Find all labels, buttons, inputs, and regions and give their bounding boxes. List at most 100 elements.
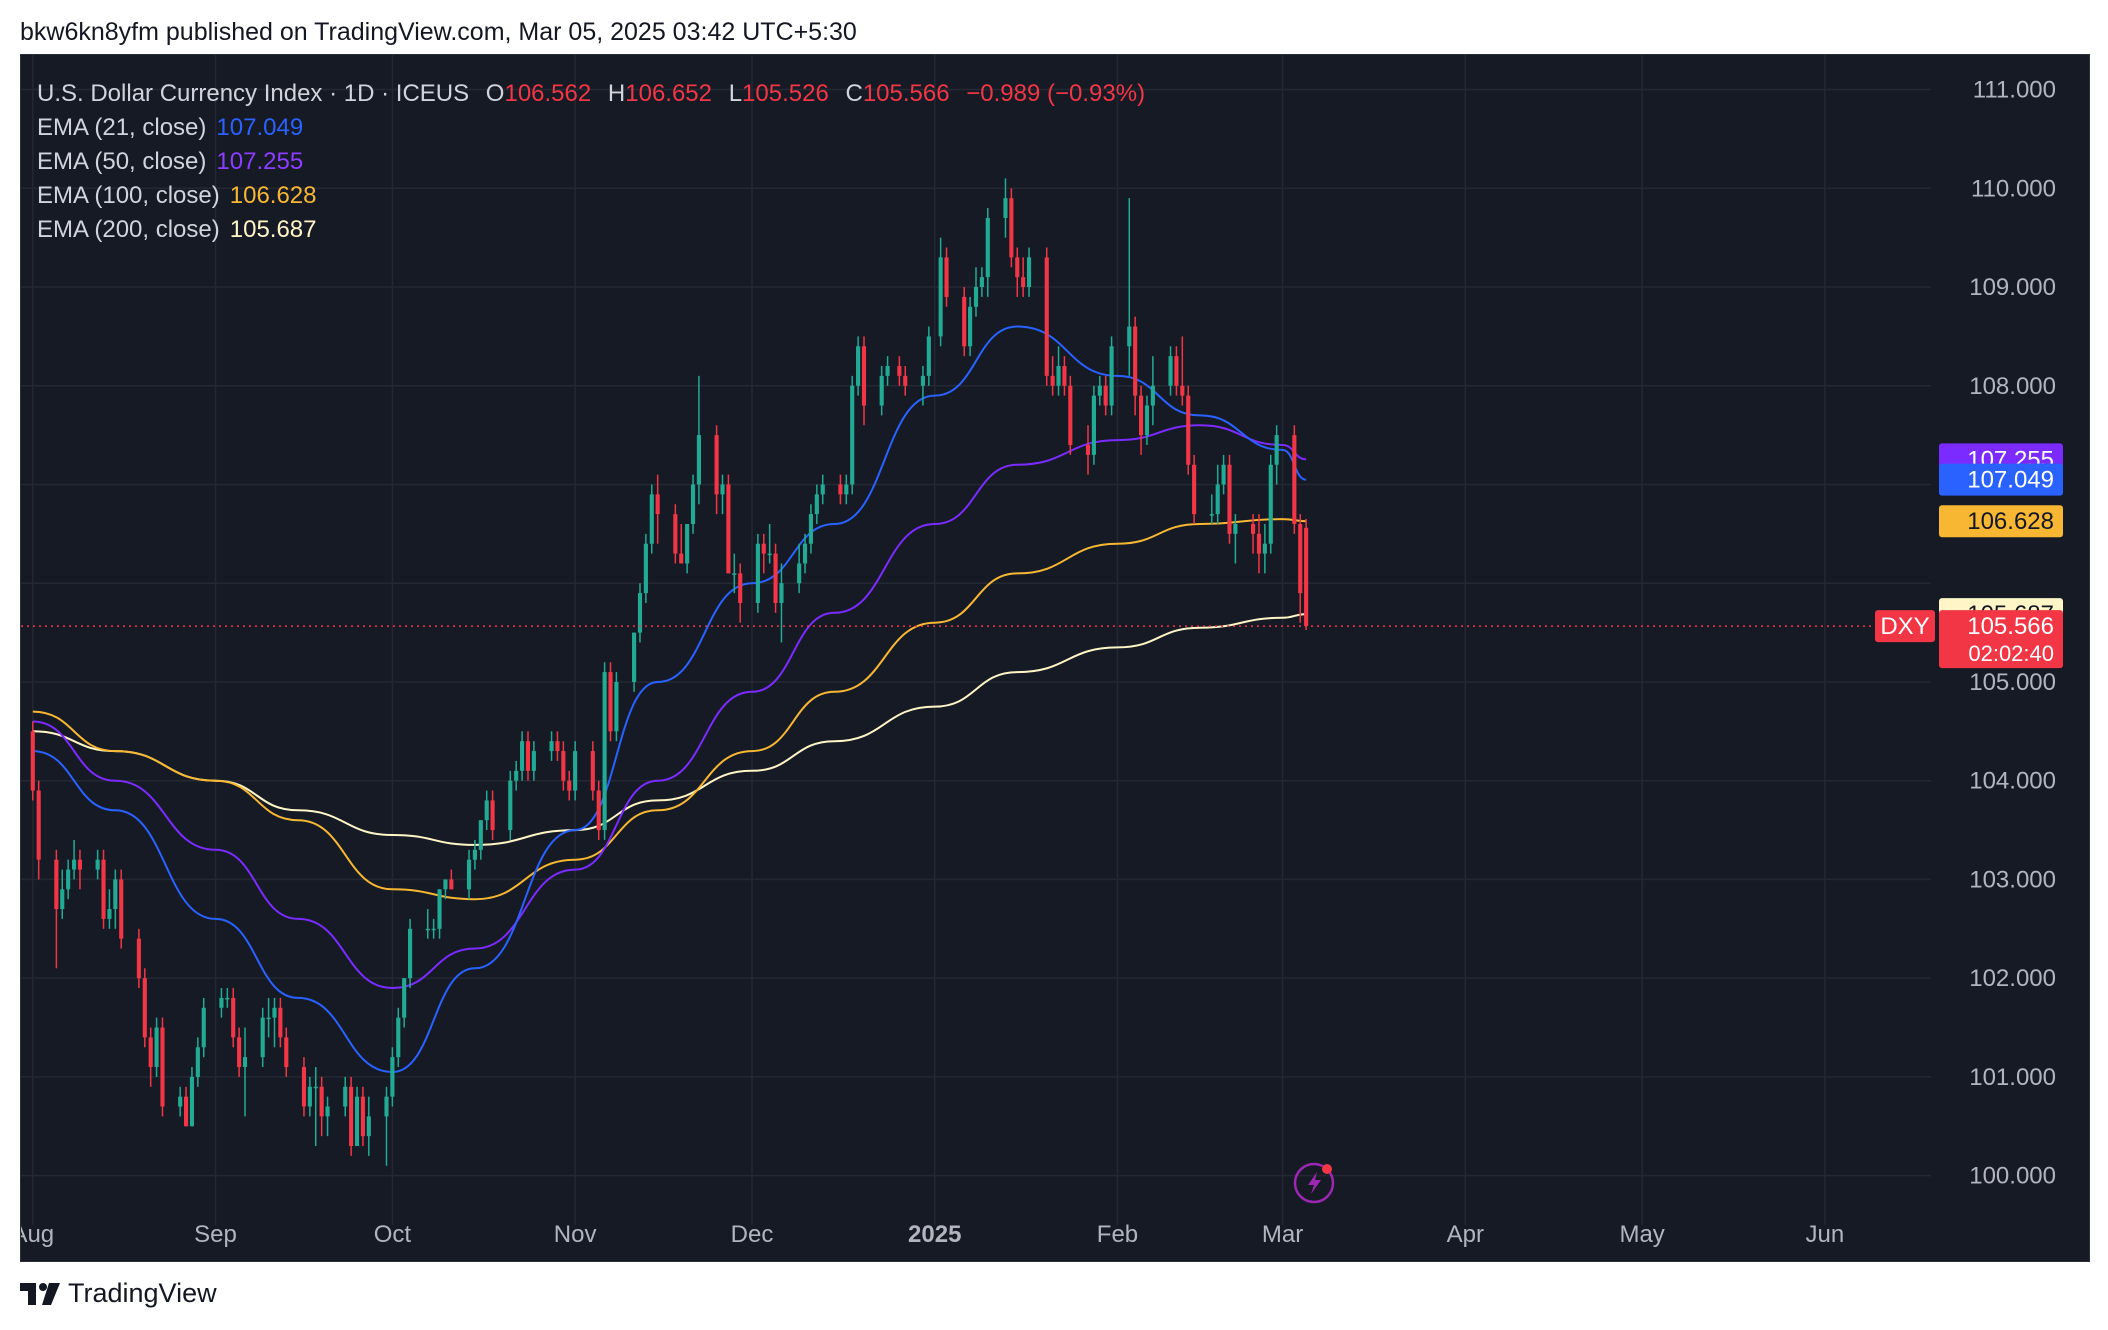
- candle: [325, 1096, 330, 1137]
- chart-background: [21, 55, 2089, 1261]
- chart-legend: U.S. Dollar Currency Index · 1D · ICEUS …: [37, 77, 1145, 247]
- candle-body: [938, 257, 943, 337]
- candle: [1268, 454, 1273, 554]
- legend-high-value: 106.652: [625, 80, 713, 107]
- candle: [755, 533, 760, 613]
- price-tag-bg: [1939, 505, 2063, 538]
- candle: [979, 267, 984, 297]
- candle: [1015, 247, 1020, 297]
- candle-body: [148, 1037, 153, 1068]
- legend-open-value: 106.562: [504, 80, 592, 107]
- price-axis[interactable]: 100.000 101.000 102.000 103.000 104.000 105.0…: [1969, 77, 2056, 1190]
- candle: [225, 988, 230, 1008]
- candle-body: [968, 306, 973, 347]
- price-axis-label: 111.000: [1973, 77, 2056, 104]
- candle: [962, 287, 967, 357]
- candle-body: [1209, 514, 1214, 516]
- candle-body: [567, 780, 572, 791]
- legend-ema100-row[interactable]: EMA (100, close) 106.628: [37, 179, 1145, 213]
- candle-body: [60, 889, 65, 910]
- candle: [573, 741, 578, 801]
- candle-body: [514, 770, 519, 781]
- candle: [879, 366, 884, 416]
- chart-pane[interactable]: 100.000 101.000 102.000 103.000 104.000 105.0…: [20, 54, 2090, 1262]
- candle: [850, 375, 855, 495]
- candle-body: [307, 1086, 312, 1107]
- candle: [856, 336, 861, 396]
- candle: [602, 662, 607, 840]
- candle-body: [1056, 366, 1061, 386]
- lightning-alert-icon[interactable]: [1293, 1162, 1335, 1204]
- candle-body: [732, 573, 737, 575]
- candle-body: [1221, 464, 1226, 485]
- candle: [219, 988, 224, 1018]
- candle-body: [508, 780, 513, 831]
- candle: [1186, 385, 1191, 475]
- legend-symbol[interactable]: U.S. Dollar Currency Index · 1D · ICEUS: [37, 80, 470, 107]
- price-axis-label: 105.000: [1969, 669, 2056, 696]
- candle: [272, 997, 277, 1048]
- footer-brand[interactable]: TradingView: [68, 1278, 217, 1308]
- legend-ema50-row[interactable]: EMA (50, close) 107.255: [37, 145, 1145, 179]
- candle-body: [726, 484, 731, 574]
- candle: [779, 563, 784, 643]
- candle: [632, 632, 637, 692]
- candle-body: [1262, 543, 1267, 554]
- price-axis-label: 103.000: [1969, 866, 2056, 893]
- candle: [384, 1086, 389, 1166]
- candle: [66, 859, 71, 900]
- candle: [195, 1037, 200, 1087]
- candle-body: [360, 1096, 365, 1137]
- price-tag-text: 106.628: [1967, 508, 2054, 535]
- candle-body: [979, 277, 984, 288]
- candle-body: [985, 217, 990, 278]
- candle-body: [366, 1116, 371, 1137]
- legend-ema21-row[interactable]: EMA (21, close) 107.049: [37, 111, 1145, 145]
- candle: [1144, 395, 1150, 445]
- price-tags: 107.255107.049106.628105.687105.56602:02…: [1875, 443, 2063, 669]
- candle: [154, 1017, 159, 1077]
- candle-body: [154, 1027, 159, 1068]
- legend-ema200-row[interactable]: EMA (200, close) 105.687: [37, 213, 1145, 247]
- candle-body: [1268, 464, 1273, 544]
- candle-body: [95, 859, 100, 870]
- legend-ema50-label: EMA (50, close): [37, 148, 207, 175]
- price-axis-label: 109.000: [1969, 274, 2056, 301]
- candle-body: [643, 543, 648, 594]
- candle: [95, 849, 100, 880]
- candle: [449, 869, 454, 890]
- candle: [1109, 336, 1114, 416]
- time-axis-label: Sep: [194, 1221, 237, 1248]
- candle: [301, 1057, 307, 1117]
- candle: [525, 731, 531, 781]
- tradingview-logo-icon[interactable]: [20, 1282, 60, 1305]
- time-axis[interactable]: Aug Sep Oct Nov Dec 2025 Feb Mar Apr May Jun: [21, 1221, 1844, 1248]
- candle: [655, 474, 660, 544]
- candle: [1021, 257, 1026, 297]
- candle-body: [237, 1037, 242, 1068]
- candle-body: [761, 543, 766, 554]
- legend-ema100-value: 106.628: [229, 182, 317, 209]
- candle-body: [1274, 435, 1279, 465]
- legend-ema100-label: EMA (100, close): [37, 182, 220, 209]
- candle-body: [431, 928, 436, 931]
- candle: [897, 356, 902, 386]
- candle-body: [266, 1017, 271, 1020]
- candle-body: [637, 593, 643, 633]
- time-axis-label: Nov: [554, 1221, 597, 1248]
- candle-body: [714, 435, 719, 495]
- candle: [160, 1017, 165, 1117]
- candle: [973, 267, 979, 317]
- candle-body: [319, 1086, 324, 1117]
- candle-body: [1026, 257, 1032, 288]
- candle: [1056, 346, 1061, 396]
- candle-body: [844, 484, 849, 495]
- candles[interactable]: [30, 178, 1309, 1166]
- time-axis-label: Oct: [374, 1221, 412, 1248]
- candle-body: [1003, 198, 1008, 218]
- candle-body: [325, 1106, 330, 1117]
- candle: [520, 731, 525, 781]
- chart-canvas[interactable]: 100.000 101.000 102.000 103.000 104.000 105.0…: [21, 55, 2089, 1261]
- candle-body: [1304, 527, 1309, 627]
- candle: [490, 790, 495, 840]
